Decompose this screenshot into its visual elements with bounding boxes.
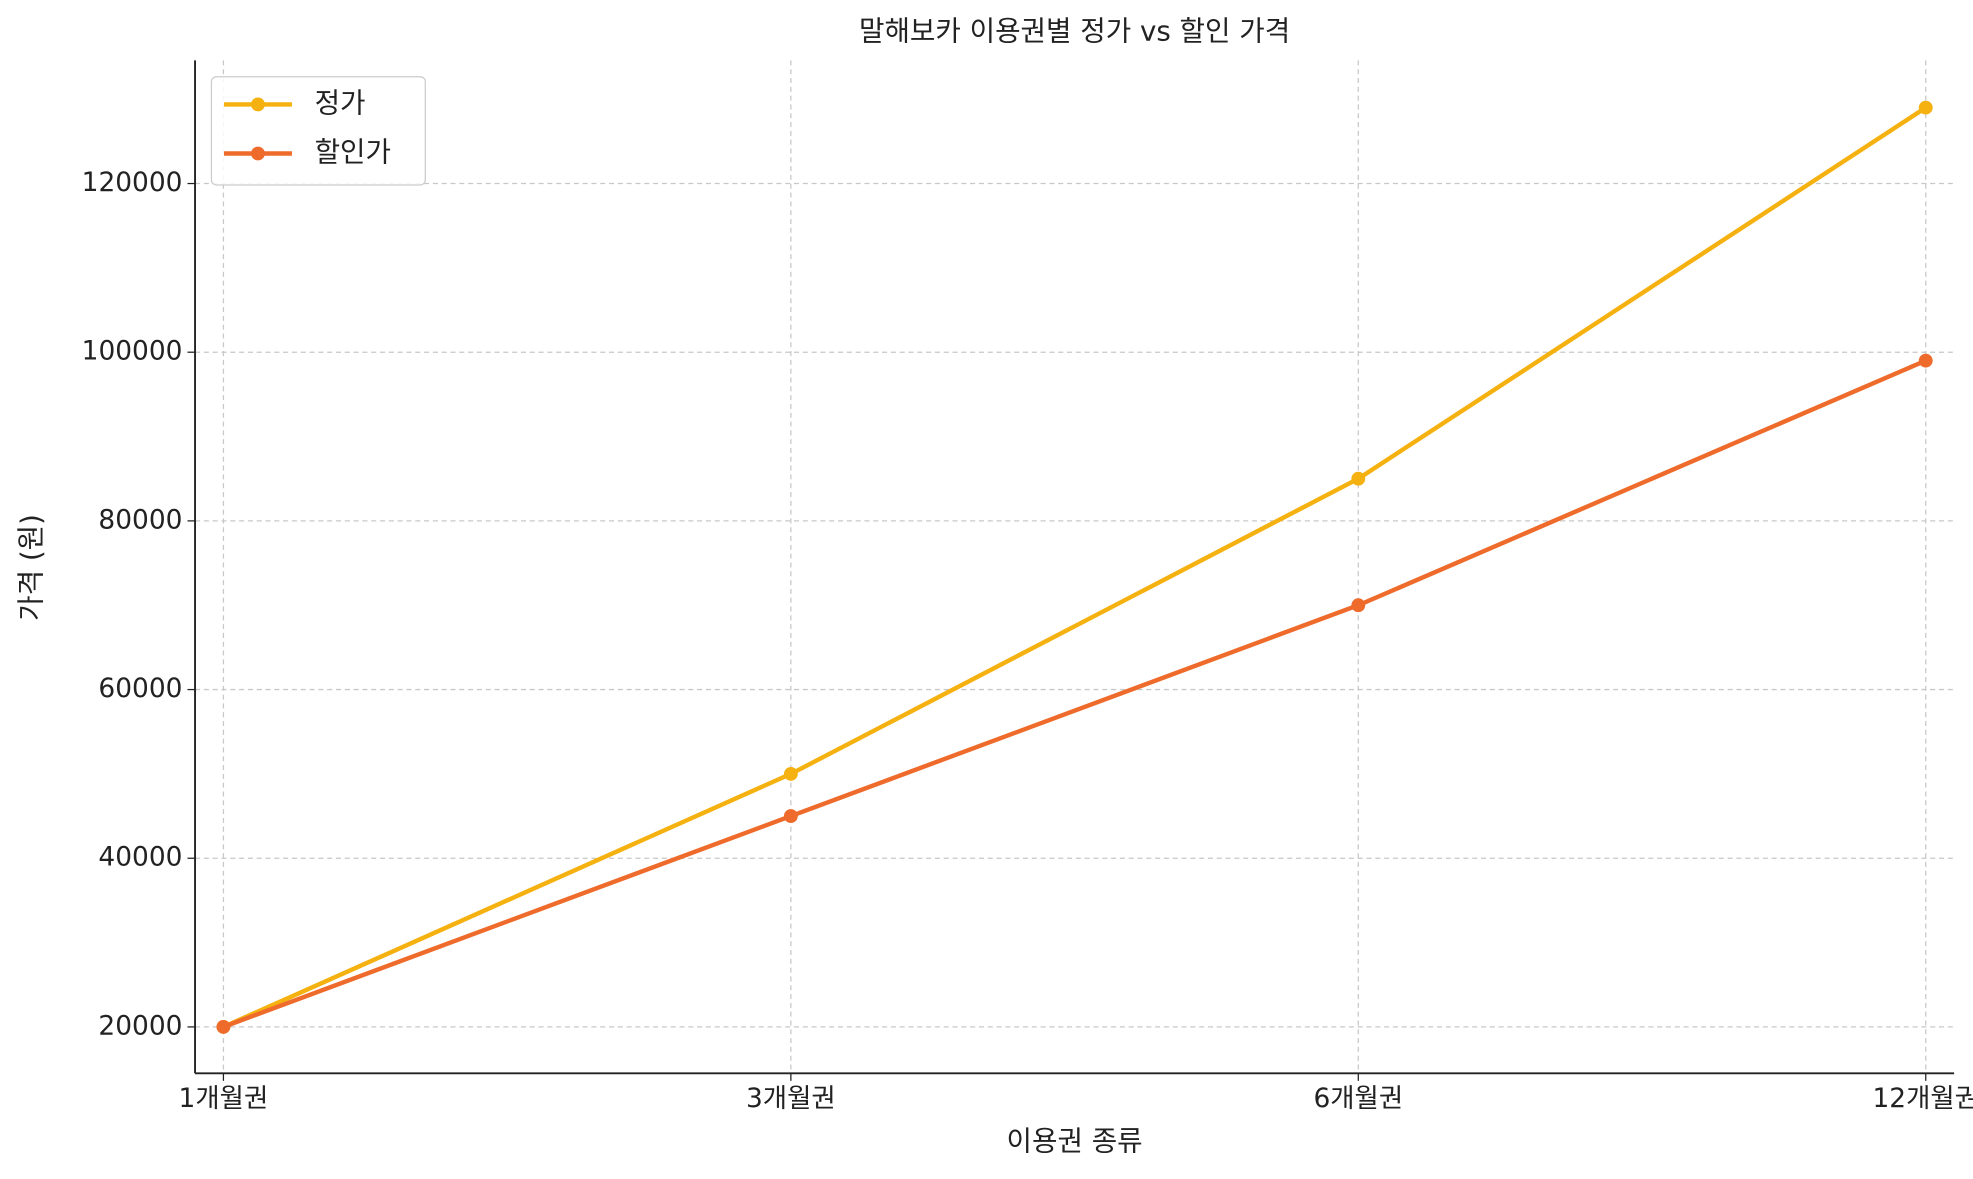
data-point	[1918, 353, 1933, 368]
data-point	[1918, 100, 1933, 115]
data-point	[1351, 598, 1366, 613]
data-point	[1351, 471, 1366, 486]
y-tick-label: 80000	[98, 504, 182, 535]
x-tick-label: 6개월권	[1313, 1083, 1403, 1114]
y-tick-label: 100000	[82, 336, 183, 367]
x-axis-label: 이용권 종류	[1007, 1125, 1143, 1158]
legend-marker	[251, 97, 265, 112]
legend-label: 할인가	[315, 136, 391, 169]
chart-title: 말해보카 이용권별 정가 vs 할인 가격	[859, 15, 1290, 48]
y-tick-label: 60000	[98, 673, 182, 704]
y-tick-label: 120000	[82, 167, 183, 198]
x-tick-label: 1개월권	[179, 1083, 269, 1114]
y-tick-label: 40000	[98, 842, 182, 873]
x-tick-label: 12개월권	[1872, 1083, 1973, 1114]
series-line	[222, 105, 1927, 1029]
data-point	[216, 1019, 231, 1034]
data-point	[783, 766, 798, 781]
x-tick-label: 3개월권	[746, 1083, 836, 1114]
y-tick-label: 20000	[98, 1010, 182, 1041]
legend-marker	[251, 146, 265, 161]
legend-label: 정가	[315, 86, 366, 119]
data-point	[783, 809, 798, 823]
series-line	[222, 358, 1927, 1029]
y-axis-label: 가격 (원)	[15, 514, 48, 621]
